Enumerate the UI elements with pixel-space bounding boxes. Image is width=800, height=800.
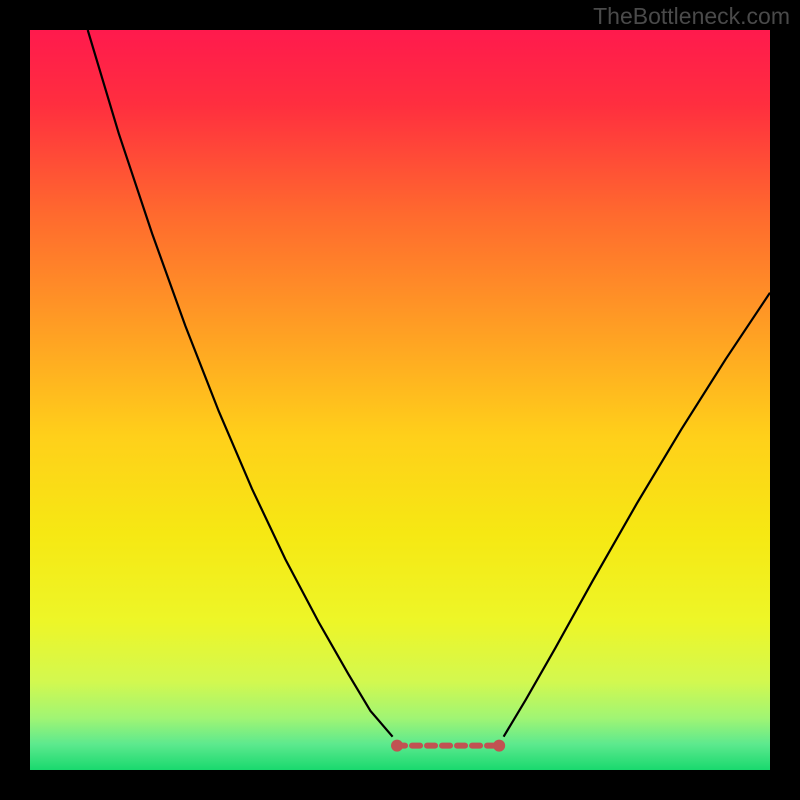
curve-left-branch [88, 30, 393, 737]
optimal-flat-start-marker [391, 740, 403, 752]
watermark-text: TheBottleneck.com [593, 3, 790, 30]
curve-right-branch [504, 293, 770, 737]
bottleneck-curve [30, 30, 770, 770]
plot-area [30, 30, 770, 770]
optimal-flat-end-marker [493, 740, 505, 752]
